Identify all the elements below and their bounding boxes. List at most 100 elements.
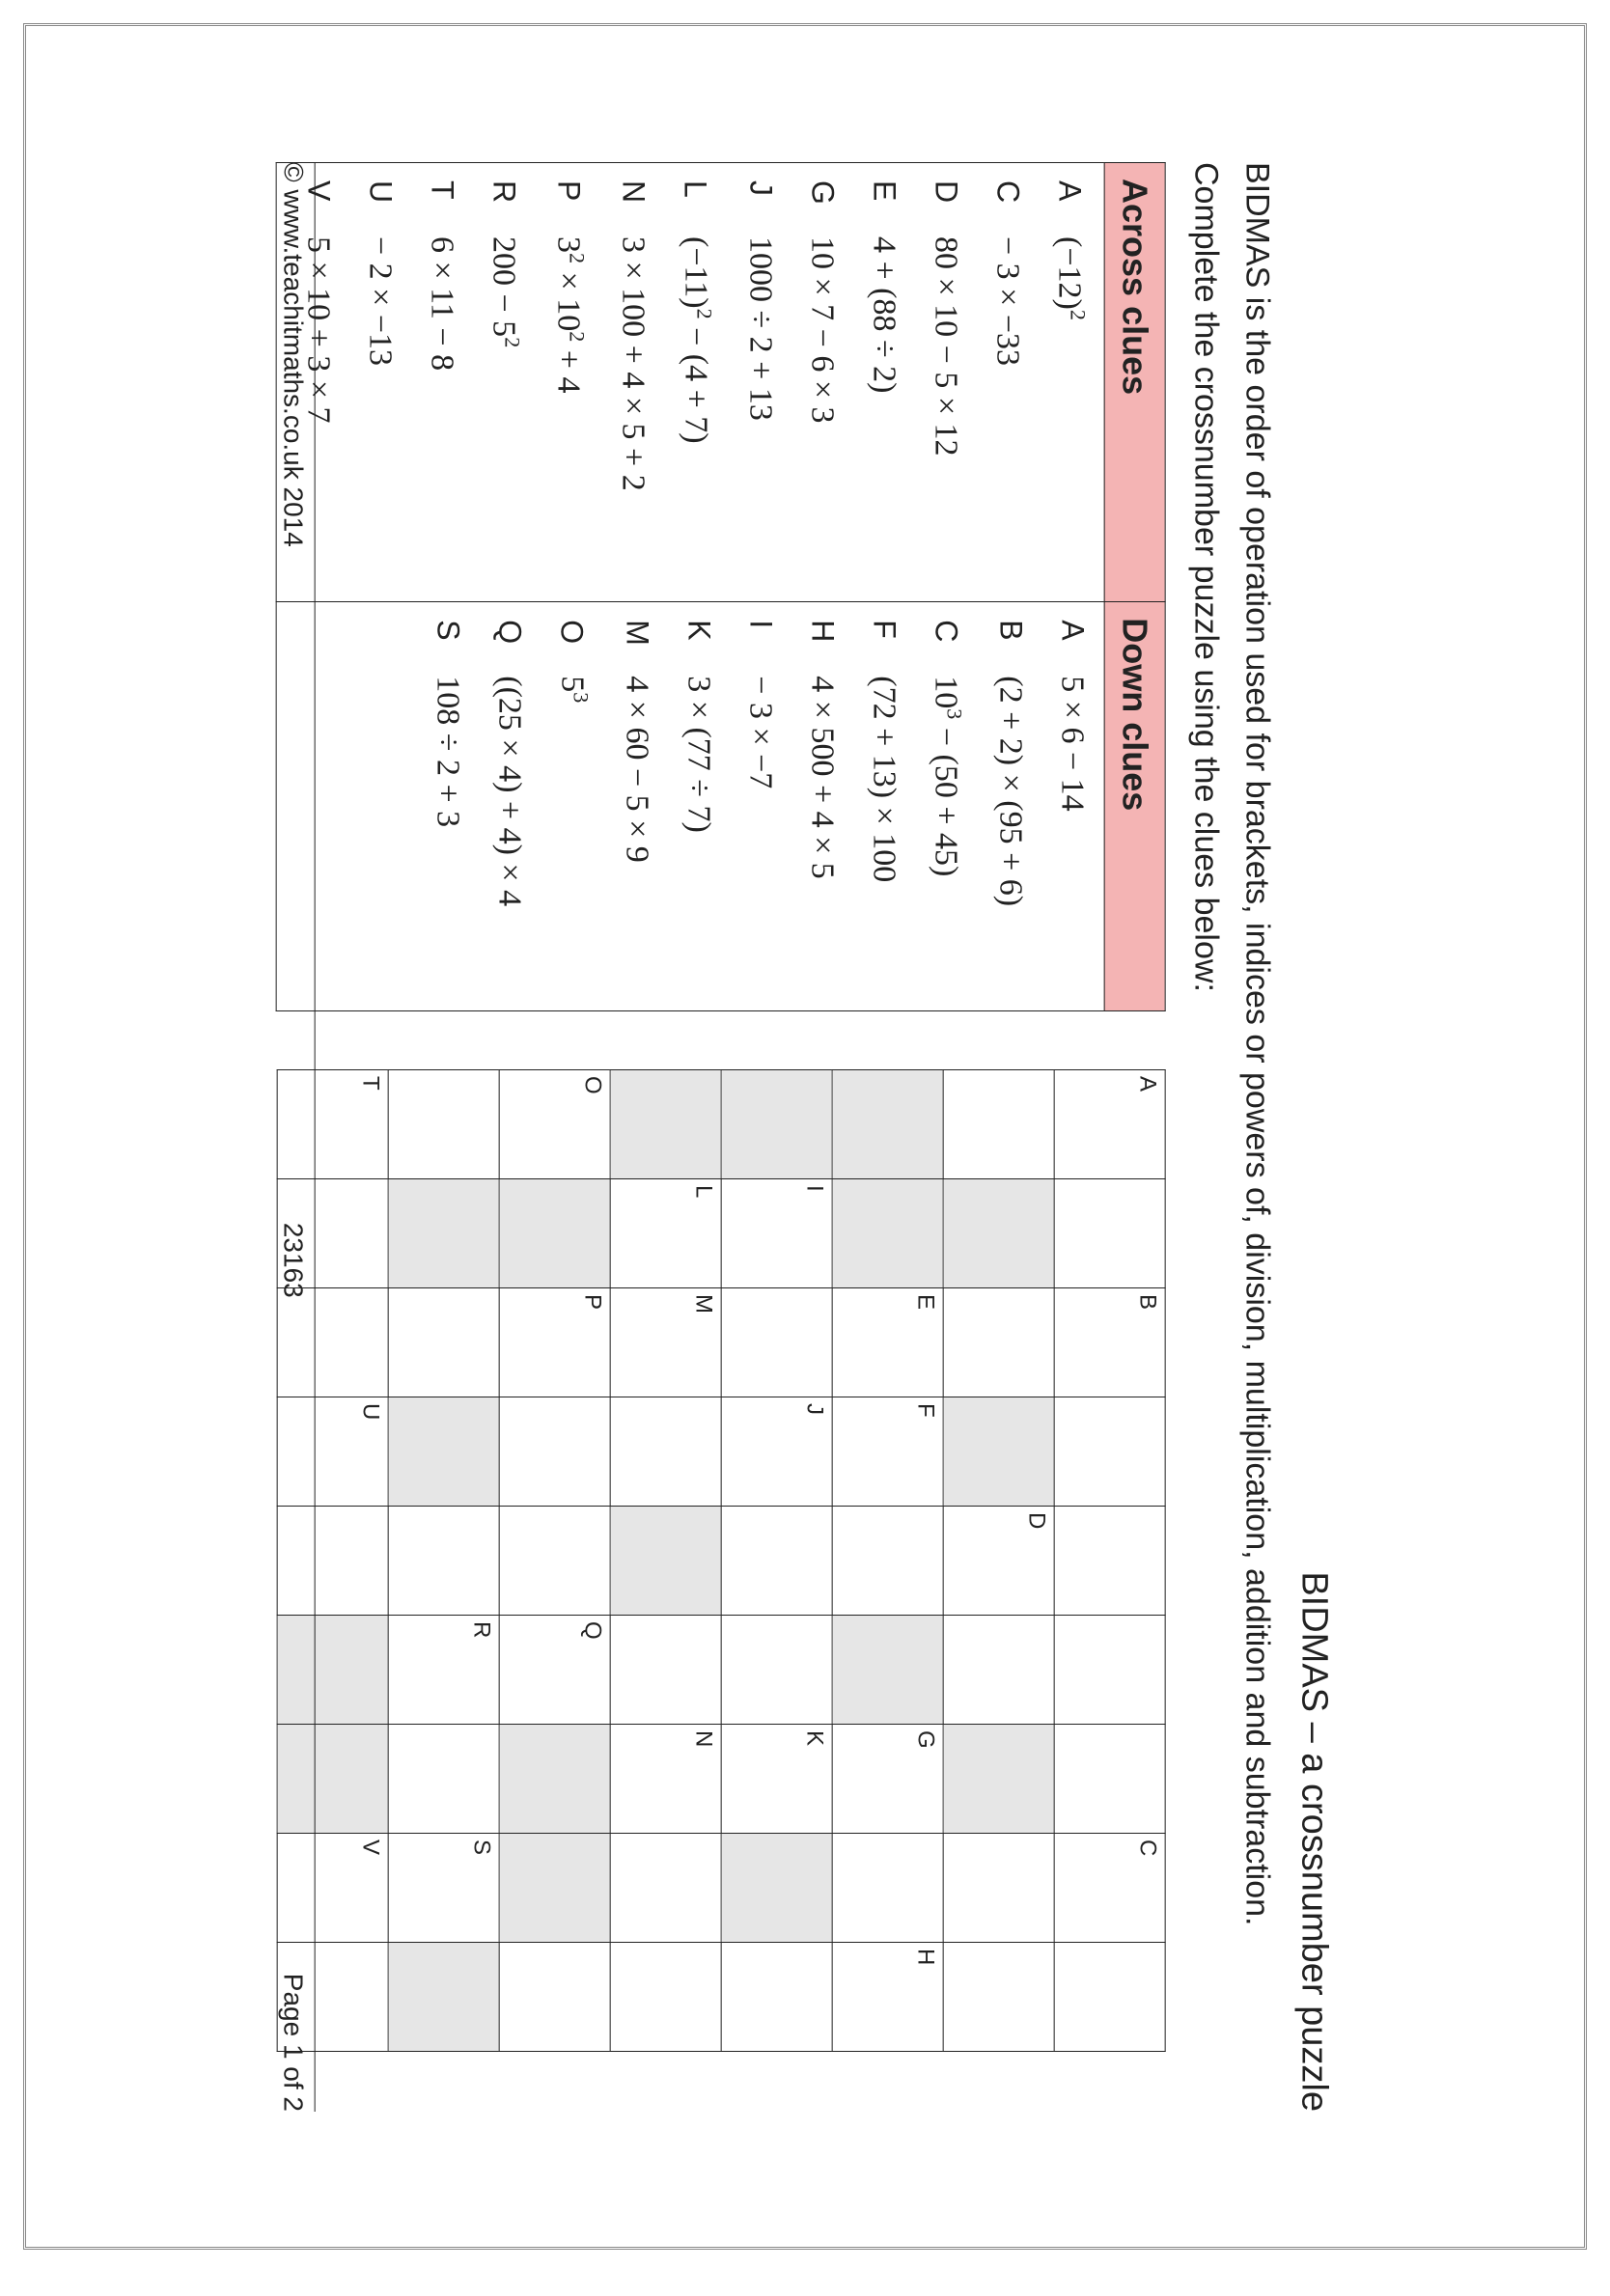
grid-cell [832,1069,943,1178]
clue-letter: A [1055,620,1091,654]
grid-cell[interactable]: P [499,1287,610,1397]
grid-cell[interactable]: Q [499,1615,610,1724]
clue-letter: Q [492,620,528,654]
grid-cell[interactable]: B [1054,1287,1165,1397]
clue-row: L(−11)2 − (4 + 7) [677,180,716,584]
clue-expression: (−12)2 [1050,236,1090,320]
grid-cell [943,1178,1054,1287]
grid-cell[interactable] [388,1506,499,1615]
clue-expression: (72 + 13) × 100 [865,676,902,882]
clue-row: F(72 + 13) × 100 [865,620,902,993]
clue-letter: R [486,180,521,215]
grid-cell[interactable]: J [721,1397,832,1506]
grid-cell[interactable]: L [610,1178,721,1287]
cell-label: H [912,1949,939,1965]
clue-expression: 200 − 52 [485,236,524,347]
cell-label: P [579,1294,606,1310]
clue-letter: M [619,620,654,654]
clue-expression: 80 × 10 − 5 × 12 [927,236,963,456]
grid-cell[interactable] [943,1942,1054,2051]
grid-cell [943,1397,1054,1506]
grid-cell[interactable] [1054,1506,1165,1615]
grid-cell[interactable] [388,1287,499,1397]
grid-cell[interactable] [388,1724,499,1833]
grid-cell[interactable]: N [610,1724,721,1833]
footer-page: Page 1 of 2 [277,1973,308,2111]
grid-cell[interactable] [499,1506,610,1615]
grid-cell[interactable]: G [832,1724,943,1833]
clue-letter: I [742,620,778,654]
clues-table: Across clues Down clues A(−12)2C− 3 × −3… [275,162,1165,1011]
grid-cell[interactable] [610,1942,721,2051]
grid-cell[interactable] [721,1615,832,1724]
grid-cell[interactable]: D [943,1506,1054,1615]
grid-cell[interactable] [610,1397,721,1506]
clue-row: C− 3 × −33 [988,180,1025,584]
clue-expression: 32 × 102 + 4 [550,236,590,393]
grid-cell[interactable]: F [832,1397,943,1506]
grid-cell[interactable] [1054,1942,1165,2051]
grid-cell[interactable] [610,1615,721,1724]
clue-row: C103 − (50 + 45) [927,620,966,993]
grid-cell[interactable] [499,1942,610,2051]
clue-letter: K [680,620,716,654]
down-clues: A5 × 6 − 14B(2 + 2) × (95 + 6)C103 − (50… [430,620,1091,993]
clue-expression: − 2 × −13 [361,236,398,366]
grid-cell[interactable]: K [721,1724,832,1833]
grid-cell[interactable]: S [388,1833,499,1942]
cell-label: G [912,1730,939,1749]
cell-label: U [357,1403,384,1420]
cell-label: T [357,1076,384,1091]
grid-cell[interactable] [1054,1615,1165,1724]
grid-cell[interactable] [1054,1397,1165,1506]
cell-label: R [468,1621,495,1638]
grid-cell[interactable]: I [721,1178,832,1287]
grid-cell[interactable]: E [832,1287,943,1397]
grid-cell[interactable] [943,1069,1054,1178]
clue-row: Q((25 × 4) + 4) × 4 [491,620,528,993]
clue-letter: L [678,180,713,215]
grid-cell[interactable] [1054,1178,1165,1287]
grid-cell[interactable] [1054,1724,1165,1833]
clue-expression: 108 ÷ 2 + 3 [430,676,466,827]
clue-expression: 4 × 500 + 4 × 5 [803,676,840,879]
grid-cell[interactable] [499,1397,610,1506]
grid-cell[interactable] [943,1287,1054,1397]
page-title: BIDMAS – a crossnumber puzzle [1293,124,1335,2112]
footer: © www.teachitmaths.co.uk 2014 23163 Page… [275,162,315,2112]
clue-row: A(−12)2 [1050,180,1090,584]
grid-cell[interactable]: M [610,1287,721,1397]
grid-cell[interactable] [832,1506,943,1615]
clue-row: M4 × 60 − 5 × 9 [618,620,654,993]
clue-letter: T [424,180,459,215]
clue-expression: 4 + (88 ÷ 2) [865,236,902,393]
grid-cell [721,1069,832,1178]
crossnumber-grid: ABCDEFGHIJKLMNOPQRSTUV [277,1069,1166,2052]
grid-cell[interactable] [943,1833,1054,1942]
clue-letter: O [554,620,590,654]
grid-cell[interactable] [610,1833,721,1942]
grid-cell[interactable]: R [388,1615,499,1724]
cell-label: M [690,1294,717,1314]
grid-cell[interactable]: O [499,1069,610,1178]
cell-label: A [1134,1076,1161,1092]
grid-cell [499,1724,610,1833]
grid-cell[interactable]: H [832,1942,943,2051]
grid-cell[interactable] [943,1615,1054,1724]
grid-cell[interactable] [721,1942,832,2051]
down-header: Down clues [1104,601,1165,1010]
grid-cell[interactable] [721,1287,832,1397]
cell-label: N [690,1730,717,1747]
grid-cell [388,1178,499,1287]
clue-expression: 6 × 11 − 8 [423,236,459,371]
clue-row: R 200 − 52 [485,180,524,584]
grid-cell[interactable]: C [1054,1833,1165,1942]
cell-label: F [912,1403,939,1418]
cell-label: J [801,1403,828,1415]
grid-cell[interactable]: A [1054,1069,1165,1178]
grid-cell[interactable] [832,1833,943,1942]
grid-cell[interactable] [388,1069,499,1178]
clue-expression: 53 [553,676,593,703]
grid-cell[interactable] [721,1506,832,1615]
clue-letter: G [804,180,840,215]
